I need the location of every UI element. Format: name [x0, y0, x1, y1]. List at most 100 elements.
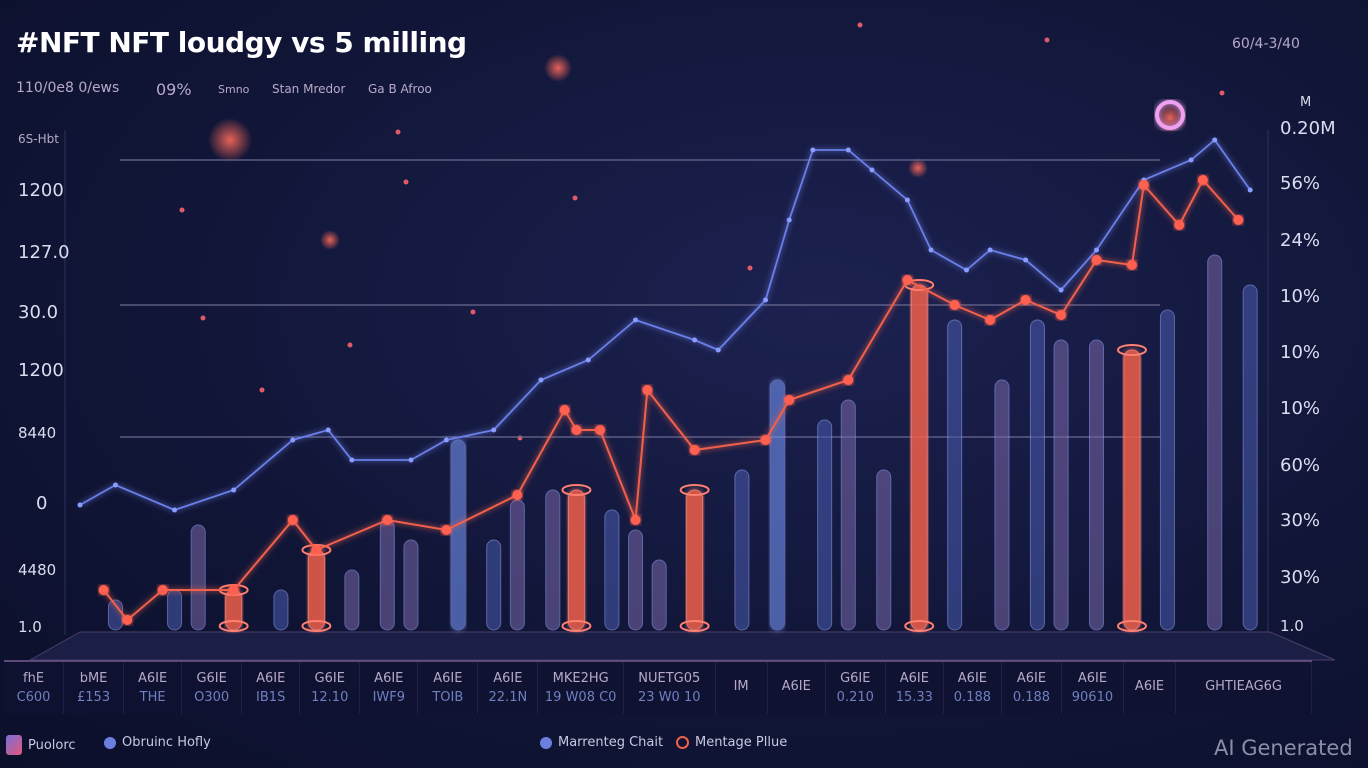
legend-label: Marrenteg Chait — [558, 735, 664, 750]
bar-cap — [679, 484, 710, 496]
legend-label: Puolorc — [28, 737, 76, 753]
column-header: NUETG05 — [638, 671, 701, 686]
bar — [1123, 349, 1141, 631]
right-axis-tick: 24% — [1280, 230, 1321, 251]
subtitle-item: Stan Mredor — [272, 82, 346, 96]
data-point — [810, 147, 816, 153]
data-point — [715, 347, 721, 353]
left-axis-tick: 1200 — [18, 180, 64, 201]
data-point — [585, 357, 591, 363]
data-point — [325, 427, 331, 433]
legend-item-mentage: Mentage Pllue — [676, 735, 787, 750]
data-point — [157, 585, 168, 595]
column-header: GHTIEAG6G — [1205, 678, 1282, 694]
star-icon — [403, 179, 409, 185]
data-point — [441, 525, 452, 535]
data-point — [1023, 257, 1029, 263]
data-point — [642, 385, 653, 395]
bar-base — [904, 620, 935, 632]
data-point — [985, 315, 996, 325]
table-column: A6IE 0.188 — [1002, 662, 1062, 714]
star-icon — [259, 387, 265, 393]
right-axis-tick: 60% — [1280, 455, 1321, 476]
star-icon — [200, 315, 206, 321]
data-point — [512, 490, 523, 500]
column-header: A6IE — [433, 671, 463, 686]
ring-icon — [676, 736, 689, 749]
column-value: £153 — [77, 690, 111, 705]
bar — [567, 489, 585, 631]
data-point — [112, 482, 118, 488]
column-header: bME — [79, 671, 108, 686]
data-point — [349, 457, 355, 463]
column-value: 22.1N — [488, 690, 528, 705]
dot-icon — [104, 736, 116, 749]
table-column: A6IE 90610 — [1062, 662, 1124, 714]
right-axis-tick: 10% — [1280, 286, 1321, 307]
subtitle-item: 09% — [156, 80, 192, 99]
legend-item-marrenteg: Marrenteg Chait — [540, 735, 663, 750]
data-point — [382, 515, 393, 525]
data-point — [630, 515, 641, 525]
column-value: 0.210 — [836, 690, 874, 705]
data-point — [964, 267, 969, 273]
column-header: IM — [733, 678, 749, 694]
data-point — [408, 457, 414, 463]
star-icon — [572, 195, 578, 201]
column-header: A6IE — [899, 671, 929, 686]
column-header: G6IE — [314, 671, 345, 686]
bar-base — [679, 620, 710, 632]
data-point — [571, 425, 582, 435]
data-point — [692, 337, 698, 343]
column-header: A6IE — [1134, 678, 1165, 694]
column-header: A6IE — [1077, 671, 1108, 686]
right-axis-tick: 30% — [1280, 510, 1321, 531]
top-right-label: 60/4-3/40 — [1232, 36, 1300, 52]
bar — [403, 539, 419, 631]
bar-base — [301, 620, 332, 632]
series-line — [79, 138, 1251, 511]
data-point — [1233, 215, 1244, 225]
data-table: fhE C600 bME £153 A6IE THE G6IE O300 A6IE IB1S G6I… — [4, 660, 1312, 714]
bar — [1159, 309, 1175, 631]
data-point — [443, 437, 449, 443]
subtitle-item: 110/0e8 0/ews — [16, 80, 120, 96]
data-point — [904, 197, 910, 203]
bar — [307, 549, 325, 631]
data-point — [1058, 287, 1064, 293]
bar-cap — [561, 484, 592, 496]
bar — [994, 379, 1010, 631]
table-column: A6IE IB1S — [242, 662, 301, 714]
data-point — [987, 247, 993, 253]
left-axis-tick: 127.0 — [18, 242, 70, 263]
right-axis-tick: 10% — [1280, 342, 1321, 363]
bar — [651, 559, 667, 631]
data-point — [1247, 187, 1253, 193]
column-value: 23 W0 10 — [638, 690, 701, 705]
right-axis-tick: 56% — [1280, 173, 1321, 194]
star-icon — [517, 435, 523, 441]
data-point — [845, 147, 851, 153]
table-column: A6IE — [768, 662, 826, 714]
data-point — [122, 615, 133, 625]
data-point — [172, 507, 178, 513]
right-axis-tick: 1.0 — [1280, 617, 1304, 635]
column-value: IB1S — [256, 690, 286, 705]
bar — [876, 469, 892, 631]
column-header: A6IE — [374, 671, 404, 686]
dot-icon — [540, 736, 552, 749]
star-icon — [857, 22, 863, 28]
bar — [686, 489, 704, 631]
table-column: NUETG05 23 W0 10 — [624, 662, 716, 714]
data-point — [1138, 180, 1149, 190]
right-axis-tick: 0.20M — [1280, 118, 1336, 139]
table-column: fhE C600 — [4, 662, 65, 714]
watermark: AI Generated — [1214, 736, 1353, 760]
table-column: A6IE 0.188 — [944, 662, 1002, 714]
left-axis-tick: 1.0 — [18, 618, 42, 636]
data-point — [902, 275, 913, 285]
bar-base — [1116, 620, 1147, 632]
data-point — [290, 437, 296, 443]
table-column: G6IE 12.10 — [300, 662, 361, 714]
